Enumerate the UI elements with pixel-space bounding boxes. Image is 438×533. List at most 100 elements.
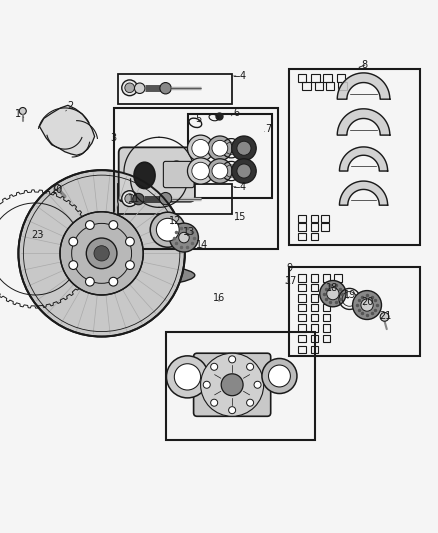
Bar	[321, 223, 328, 231]
Circle shape	[211, 364, 218, 370]
Polygon shape	[337, 73, 390, 99]
Circle shape	[85, 221, 94, 229]
Text: 6: 6	[233, 108, 240, 118]
Circle shape	[159, 192, 172, 205]
Ellipse shape	[134, 162, 155, 189]
Circle shape	[237, 141, 251, 155]
Bar	[311, 274, 318, 281]
Circle shape	[232, 159, 256, 183]
Bar	[311, 335, 318, 343]
Text: 12: 12	[169, 215, 181, 225]
Bar	[299, 284, 306, 291]
Circle shape	[192, 140, 209, 157]
Circle shape	[85, 277, 94, 286]
Circle shape	[109, 277, 118, 286]
Bar	[118, 74, 232, 103]
Text: 4: 4	[239, 182, 245, 192]
Bar	[322, 284, 330, 291]
Text: 2: 2	[67, 101, 73, 111]
Circle shape	[268, 365, 290, 387]
Circle shape	[201, 353, 264, 416]
Bar	[299, 324, 306, 332]
Polygon shape	[39, 106, 95, 155]
Bar	[299, 274, 306, 281]
Circle shape	[208, 159, 232, 183]
Bar	[338, 82, 347, 90]
Bar	[311, 74, 320, 82]
Circle shape	[361, 299, 373, 311]
Bar	[299, 335, 306, 343]
Circle shape	[320, 280, 346, 307]
Bar	[166, 332, 315, 440]
Circle shape	[126, 237, 134, 246]
Text: 7: 7	[265, 124, 271, 134]
Bar	[289, 266, 420, 356]
Text: 11: 11	[128, 193, 140, 204]
Text: 13: 13	[183, 228, 195, 237]
Bar	[299, 294, 306, 302]
Circle shape	[69, 237, 78, 246]
Bar	[314, 82, 323, 90]
Bar	[311, 284, 318, 291]
Text: 1: 1	[14, 109, 21, 119]
FancyBboxPatch shape	[163, 161, 194, 188]
Circle shape	[327, 287, 339, 300]
Circle shape	[187, 135, 214, 161]
Text: 18: 18	[326, 284, 338, 293]
Circle shape	[208, 136, 232, 160]
Circle shape	[254, 381, 261, 388]
Polygon shape	[339, 181, 388, 205]
Circle shape	[203, 381, 210, 388]
Bar	[299, 314, 306, 321]
Circle shape	[237, 164, 251, 178]
Bar	[311, 294, 318, 302]
Text: 5: 5	[195, 115, 201, 124]
Bar	[299, 223, 306, 231]
Text: 9: 9	[286, 263, 292, 273]
Text: 4: 4	[239, 71, 245, 81]
Bar	[335, 284, 342, 291]
Bar	[311, 233, 318, 240]
Bar	[289, 69, 420, 246]
Text: 20: 20	[362, 296, 374, 306]
Circle shape	[133, 193, 144, 205]
Circle shape	[18, 170, 185, 336]
Bar	[311, 346, 318, 353]
Bar	[326, 82, 335, 90]
Ellipse shape	[168, 161, 185, 184]
Circle shape	[229, 356, 236, 363]
Bar	[311, 304, 318, 311]
Text: 8: 8	[362, 60, 368, 70]
Bar	[299, 346, 306, 353]
Circle shape	[150, 212, 185, 247]
Bar	[322, 335, 330, 343]
Circle shape	[187, 158, 214, 184]
Bar	[311, 223, 318, 231]
Circle shape	[192, 162, 209, 180]
Polygon shape	[337, 109, 390, 135]
Bar	[298, 74, 306, 82]
Bar	[311, 215, 318, 222]
Text: 3: 3	[110, 133, 116, 143]
Circle shape	[179, 232, 189, 243]
Text: 14: 14	[196, 240, 208, 251]
Circle shape	[166, 356, 208, 398]
Text: 16: 16	[213, 293, 225, 303]
Bar	[311, 324, 318, 332]
Circle shape	[174, 364, 201, 390]
Circle shape	[122, 191, 138, 206]
Bar	[311, 314, 318, 321]
Text: 15: 15	[234, 213, 246, 222]
Circle shape	[156, 219, 179, 241]
Circle shape	[247, 364, 254, 370]
FancyBboxPatch shape	[119, 147, 195, 201]
Ellipse shape	[24, 263, 195, 288]
Bar	[322, 304, 330, 311]
Bar	[118, 184, 232, 214]
Text: 23: 23	[31, 230, 43, 239]
Text: 19: 19	[344, 290, 357, 301]
Text: 21: 21	[379, 311, 392, 320]
Bar	[299, 233, 306, 240]
Circle shape	[212, 163, 228, 179]
Bar	[322, 274, 330, 281]
